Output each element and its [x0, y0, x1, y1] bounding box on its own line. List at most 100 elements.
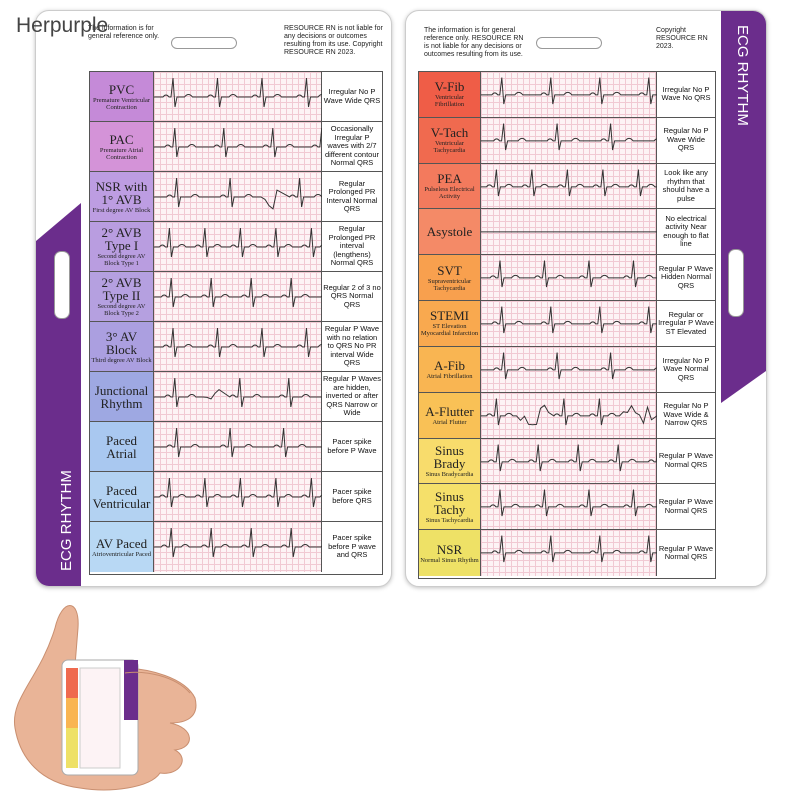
ecg-line	[481, 260, 657, 288]
rhythm-row: 3° AV Block Third degree AV Block Regular …	[90, 322, 382, 372]
rhythm-description: Irregular No P Wave Normal QRS	[662, 355, 710, 382]
ecg-line	[154, 127, 322, 158]
rhythm-subtitle: Atrioventricular Paced	[91, 550, 152, 558]
rhythm-label: PEA Pulseless Electrical Activity	[419, 163, 481, 209]
rhythm-table: PVC Premature Ventricular Contraction Irre…	[89, 71, 383, 575]
rhythm-title: NSR	[436, 541, 463, 557]
rhythm-subtitle: First degree AV Block	[92, 206, 151, 214]
rhythm-description: Pacer spike before P Wave	[327, 437, 377, 455]
notice: The information is for general reference…	[88, 25, 160, 40]
ecg-trace	[481, 169, 657, 196]
rhythm-subtitle: Normal Sinus Rhythm	[420, 556, 479, 564]
brand: Herpurple	[16, 14, 109, 37]
ecg-line	[481, 398, 657, 425]
rhythm-description: Regular P Wave Normal QRS	[658, 543, 714, 562]
rhythm-subtitle: Premature Atrial Contraction	[99, 146, 144, 161]
ecg-strip	[481, 346, 657, 392]
ecg-strip	[481, 484, 657, 530]
rhythm-label: AV Paced Atrioventricular Paced	[90, 522, 154, 572]
rhythm-label: A-Fib Atrial Fibrillation	[419, 346, 481, 392]
ecg-trace	[481, 443, 657, 471]
rhythm-title: A-Fib	[433, 357, 466, 373]
ecg-strip	[481, 255, 657, 301]
rhythm-subtitle: Atrial Fibrillation	[426, 372, 473, 380]
rhythm-label: V-Tach Ventricular Tachycardia	[419, 117, 481, 163]
rhythm-row: PAC Premature Atrial Contraction Occasiona…	[90, 122, 382, 172]
ecg-trace	[154, 277, 322, 308]
ecg-trace	[154, 527, 322, 558]
slot	[728, 249, 744, 317]
notice: The information is for general reference…	[424, 27, 524, 58]
rhythm-label: PVC Premature Ventricular Contraction	[90, 72, 154, 121]
rhythm-row: A-Flutter Atrial Flutter Regular No P Wave…	[419, 392, 715, 439]
rhythm-row: PEA Pulseless Electrical Activity Look lik…	[419, 163, 715, 210]
rhythm-label: NSR with 1° AVB First degree AV Block	[90, 172, 154, 221]
rhythm-subtitle: Second degree AV Block Type 1	[97, 253, 146, 267]
rhythm-row: 2° AVB Type II Second degree AV Block Typ…	[90, 272, 382, 322]
ecg-line	[154, 377, 322, 408]
ecg-strip	[154, 322, 322, 371]
rhythm-label: Junctional Rhythm	[90, 372, 154, 421]
rhythm-label: PAC Premature Atrial Contraction	[90, 122, 154, 171]
ecg-line	[154, 227, 322, 258]
rhythm-description: Regular Prolonged PR Interval Normal QRS	[326, 178, 378, 213]
ecg-trace	[481, 77, 657, 105]
rhythm-description: Irregular No P Wave Wide QRS	[323, 87, 381, 105]
ecg-strip	[154, 172, 322, 221]
ecg-strip	[481, 209, 657, 255]
ecg-strip	[481, 301, 657, 346]
ecg-strip	[481, 438, 657, 484]
rhythm-row: A-Fib Atrial Fibrillation Irregular No P W…	[419, 346, 715, 393]
rhythm-title: STEMI	[430, 308, 469, 324]
rhythm-title: V-Fib	[434, 79, 465, 95]
ecg-strip	[154, 522, 322, 572]
right-card: The information is for general reference…	[405, 10, 767, 587]
rhythm-row: STEMI ST Elevation Myocardial Infarction R…	[419, 301, 715, 347]
slot	[536, 37, 602, 49]
rhythm-description: Pacer spike before QRS	[332, 487, 372, 505]
rhythm-title: Sinus Tachy	[433, 488, 466, 517]
ecg-line	[154, 477, 322, 508]
rhythm-title: Sinus Brady	[433, 442, 466, 471]
ecg-trace	[154, 377, 322, 408]
rhythm-label: Paced Atrial	[90, 422, 154, 471]
rhythm-label: 2° AVB Type I Second degree AV Block Type…	[90, 222, 154, 271]
rhythm-subtitle: Premature Ventricular Contraction	[92, 96, 151, 111]
side-label: ECG RHYTHM	[58, 470, 75, 571]
rhythm-description: Regular P Wave Normal QRS	[658, 451, 714, 469]
slot	[54, 251, 70, 319]
ecg-trace	[481, 260, 657, 288]
ecg-line	[154, 527, 322, 558]
rhythm-label: STEMI ST Elevation Myocardial Infarction	[419, 301, 481, 346]
rhythm-description: Regular or Irregular P Wave ST Elevated	[658, 309, 714, 336]
ecg-line	[481, 535, 657, 563]
ecg-trace	[481, 489, 657, 517]
slot	[171, 37, 237, 49]
rhythm-description: Regular No P Wave Wide & Narrow QRS	[663, 401, 709, 428]
ecg-strip	[154, 472, 322, 521]
rhythm-row: Sinus Tachy Sinus Tachycardia Regular P Wa…	[419, 484, 715, 531]
rhythm-row: NSR with 1° AVB First degree AV Block Regu…	[90, 172, 382, 222]
rhythm-label: Sinus Tachy Sinus Tachycardia	[419, 484, 481, 530]
rhythm-subtitle: Ventricular Fibrillation	[434, 94, 465, 109]
ecg-trace	[154, 327, 322, 358]
ecg-strip	[481, 530, 657, 576]
ecg-line	[481, 123, 657, 150]
ecg-trace	[154, 477, 322, 508]
ecg-trace	[481, 398, 657, 425]
rhythm-title: 2° AVB Type II	[101, 275, 142, 303]
rhythm-description: Regular No P Wave Wide QRS	[663, 126, 709, 153]
rhythm-title: A-Flutter	[425, 403, 474, 419]
rhythm-subtitle: Sinus Bradycardia	[425, 470, 474, 478]
rhythm-title: PEA	[437, 171, 462, 187]
ecg-strip	[481, 163, 657, 209]
rhythm-description: Regular 2 of 3 no QRS Normal QRS	[323, 282, 381, 309]
rhythm-description: Regular Prolonged PR interval (lengthens…	[328, 224, 376, 268]
rhythm-title: Paced Atrial	[105, 432, 138, 461]
rhythm-label: A-Flutter Atrial Flutter	[419, 392, 481, 438]
ecg-strip	[481, 72, 657, 117]
ecg-trace	[154, 127, 322, 158]
ecg-strip	[154, 272, 322, 321]
rhythm-description: No electrical activity Near enough to fl…	[663, 213, 709, 249]
rhythm-subtitle: ST Elevation Myocardial Infarction	[420, 323, 479, 338]
